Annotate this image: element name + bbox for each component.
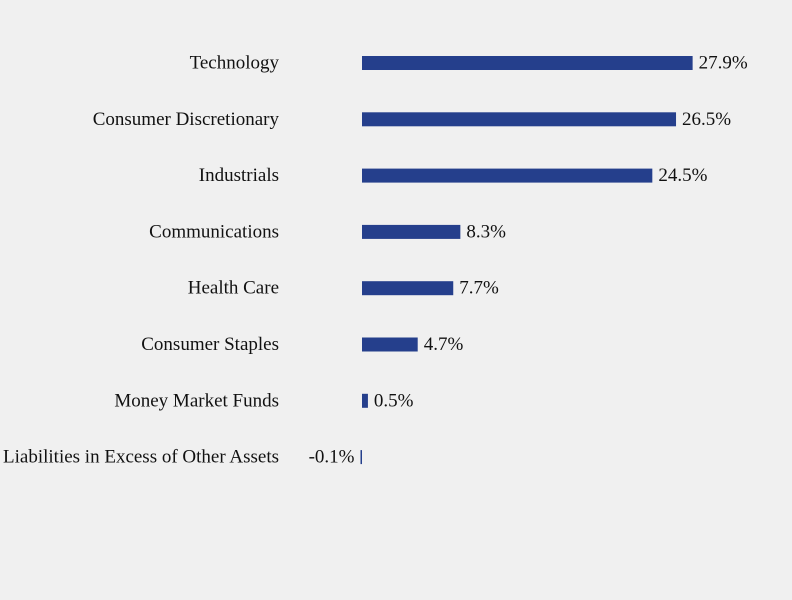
value-label-consumer-staples: 4.7% bbox=[424, 334, 464, 355]
value-label-consumer-discretionary: 26.5% bbox=[682, 109, 731, 130]
category-label-consumer-staples: Consumer Staples bbox=[141, 334, 279, 355]
value-label-industrials: 24.5% bbox=[658, 165, 707, 186]
category-label-money-market-funds: Money Market Funds bbox=[114, 390, 279, 411]
bar-industrials bbox=[362, 168, 653, 183]
bar-consumer-staples bbox=[362, 337, 418, 352]
category-label-consumer-discretionary: Consumer Discretionary bbox=[93, 109, 280, 130]
category-label-industrials: Industrials bbox=[199, 165, 279, 186]
value-label-technology: 27.9% bbox=[699, 53, 748, 74]
category-label-technology: Technology bbox=[190, 53, 280, 74]
bar-health-care bbox=[362, 281, 454, 296]
bar-technology bbox=[362, 56, 693, 70]
value-label-health-care: 7.7% bbox=[459, 278, 499, 299]
category-label-communications: Communications bbox=[149, 221, 279, 242]
bar-money-market-funds bbox=[362, 393, 368, 408]
bar-consumer-discretionary bbox=[362, 112, 677, 127]
value-label-liabilities-in-excess-of-other-assets: -0.1% bbox=[309, 447, 355, 468]
bar-liabilities-in-excess-of-other-assets bbox=[360, 450, 362, 465]
category-label-health-care: Health Care bbox=[188, 278, 279, 299]
bar-communications bbox=[362, 224, 461, 239]
value-label-communications: 8.3% bbox=[466, 221, 506, 242]
category-label-liabilities-in-excess-of-other-assets: Liabilities in Excess of Other Assets bbox=[3, 447, 279, 468]
value-label-money-market-funds: 0.5% bbox=[374, 390, 414, 411]
